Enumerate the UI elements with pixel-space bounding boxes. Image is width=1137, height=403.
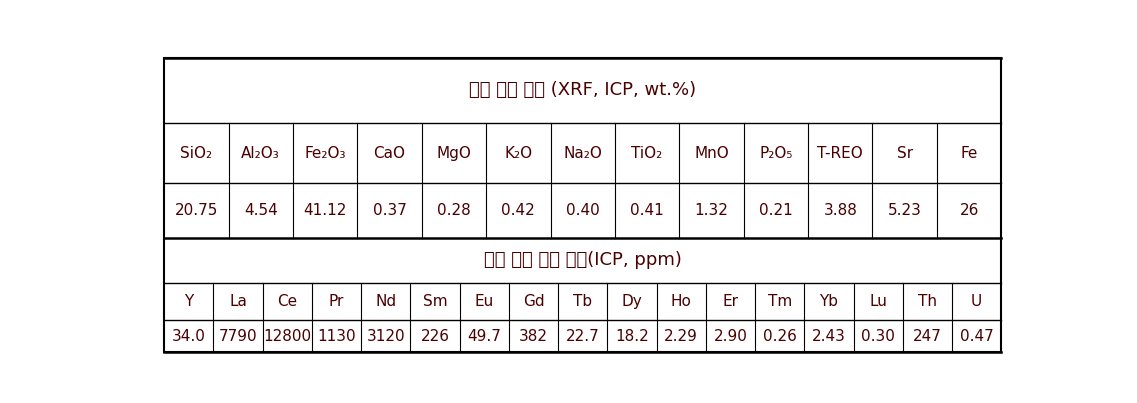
Text: 26: 26: [960, 203, 979, 218]
Text: CaO: CaO: [374, 145, 406, 160]
Text: K₂O: K₂O: [504, 145, 532, 160]
Text: 18.2: 18.2: [615, 329, 649, 344]
Text: 1.32: 1.32: [695, 203, 729, 218]
Text: 희유 원소 분석 결과(ICP, ppm): 희유 원소 분석 결과(ICP, ppm): [483, 251, 682, 269]
Text: MgO: MgO: [437, 145, 472, 160]
Text: 0.26: 0.26: [763, 329, 797, 344]
Text: 0.21: 0.21: [760, 203, 792, 218]
Text: 4.54: 4.54: [243, 203, 277, 218]
Text: 7790: 7790: [218, 329, 257, 344]
Text: Gd: Gd: [523, 294, 545, 309]
Text: Yb: Yb: [820, 294, 838, 309]
Text: Th: Th: [918, 294, 937, 309]
Text: Ho: Ho: [671, 294, 691, 309]
Text: U: U: [971, 294, 982, 309]
Text: 3120: 3120: [366, 329, 405, 344]
Text: Ce: Ce: [277, 294, 297, 309]
Text: 382: 382: [518, 329, 548, 344]
Text: 0.41: 0.41: [630, 203, 664, 218]
Text: 22.7: 22.7: [566, 329, 599, 344]
Text: 2.29: 2.29: [664, 329, 698, 344]
Text: Fe: Fe: [961, 145, 978, 160]
Text: 0.28: 0.28: [437, 203, 471, 218]
Text: 2.90: 2.90: [714, 329, 747, 344]
Text: P₂O₅: P₂O₅: [760, 145, 792, 160]
Text: 226: 226: [421, 329, 449, 344]
Text: Dy: Dy: [622, 294, 642, 309]
Text: 0.42: 0.42: [501, 203, 536, 218]
Text: SiO₂: SiO₂: [181, 145, 213, 160]
Text: 0.40: 0.40: [566, 203, 599, 218]
Text: 0.47: 0.47: [960, 329, 994, 344]
Text: 0.30: 0.30: [861, 329, 895, 344]
Text: 41.12: 41.12: [304, 203, 347, 218]
Text: Lu: Lu: [869, 294, 887, 309]
Text: Fe₂O₃: Fe₂O₃: [305, 145, 346, 160]
Text: 5.23: 5.23: [888, 203, 922, 218]
Text: Pr: Pr: [329, 294, 345, 309]
Text: Sm: Sm: [423, 294, 447, 309]
Text: Na₂O: Na₂O: [563, 145, 603, 160]
Text: 0.37: 0.37: [373, 203, 406, 218]
Text: 12800: 12800: [263, 329, 312, 344]
Text: 247: 247: [913, 329, 941, 344]
Text: 49.7: 49.7: [467, 329, 501, 344]
Text: Nd: Nd: [375, 294, 397, 309]
Text: Er: Er: [722, 294, 738, 309]
Text: MnO: MnO: [694, 145, 729, 160]
Text: 2.43: 2.43: [812, 329, 846, 344]
Text: Tm: Tm: [767, 294, 791, 309]
Text: Eu: Eu: [474, 294, 493, 309]
Text: Al₂O₃: Al₂O₃: [241, 145, 280, 160]
Text: Sr: Sr: [897, 145, 913, 160]
Text: T-REO: T-REO: [818, 145, 863, 160]
Text: Tb: Tb: [573, 294, 592, 309]
Text: 20.75: 20.75: [175, 203, 218, 218]
Text: TiO₂: TiO₂: [631, 145, 663, 160]
Text: 1130: 1130: [317, 329, 356, 344]
Text: 3.88: 3.88: [823, 203, 857, 218]
Text: Y: Y: [184, 294, 193, 309]
Text: La: La: [229, 294, 247, 309]
Text: 화학 성분 조성 (XRF, ICP, wt.%): 화학 성분 조성 (XRF, ICP, wt.%): [470, 81, 696, 99]
Text: 34.0: 34.0: [172, 329, 206, 344]
